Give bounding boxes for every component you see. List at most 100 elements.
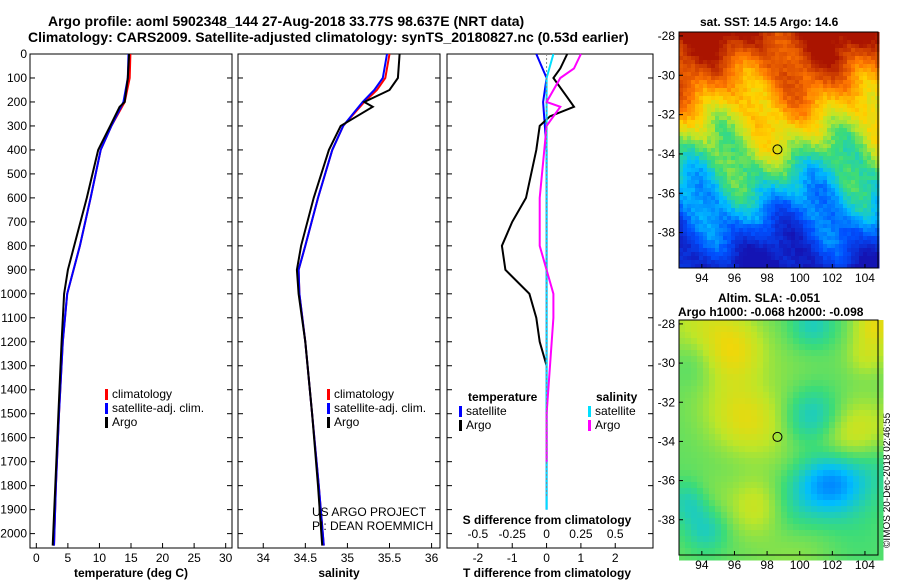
depth-tick-label: 200	[7, 95, 27, 109]
temperature-xtick-label: 10	[93, 551, 107, 565]
salinity-diff-tick-label: -0.25	[499, 527, 527, 541]
depth-tick-label: 1900	[0, 503, 27, 517]
depth-tick-label: 1600	[0, 431, 27, 445]
difference-series-t-satellite	[535, 53, 548, 510]
depth-tick-label: 300	[7, 119, 27, 133]
salinity-series-satellite-adj-clim-	[297, 53, 388, 546]
salinity-xlabel: salinity	[318, 566, 360, 580]
depth-tick-label: 1400	[0, 383, 27, 397]
sla-map-xtick-label: 94	[695, 558, 709, 572]
depth-tick-label: 1700	[0, 455, 27, 469]
depth-tick-label: 600	[7, 191, 27, 205]
difference-series-t-argo	[500, 53, 576, 366]
sst-map-xtick-label: 94	[695, 271, 709, 285]
sst-map-xtick-label: 96	[728, 271, 742, 285]
sst-map-ytick-label: -28	[658, 29, 676, 43]
sst-map-ytick-label: -38	[658, 226, 676, 240]
project-label: US ARGO PROJECT	[312, 505, 427, 519]
salinity-series-climatology	[297, 53, 391, 546]
sla-map-xtick-label: 104	[855, 558, 875, 572]
legend-swatch	[327, 389, 330, 400]
sst-map-xtick-label: 102	[822, 271, 842, 285]
sla-map-field	[679, 320, 884, 561]
sla-map-ytick-label: -28	[658, 317, 676, 331]
pi-label: PI: DEAN ROEMMICH	[312, 519, 433, 533]
sst-map-xtick-label: 98	[760, 271, 774, 285]
legend-swatch	[588, 406, 591, 417]
sst-map-ytick-label: -36	[658, 186, 676, 200]
salinity-diff-axis-label: S difference from climatology	[463, 513, 632, 527]
sla-map-ytick-label: -36	[658, 474, 676, 488]
difference-xtick-label: 0	[543, 551, 550, 565]
depth-tick-label: 500	[7, 167, 27, 181]
temperature-series-satellite-adj-clim-	[53, 53, 130, 546]
legend-swatch	[105, 389, 108, 400]
argo-float-marker	[772, 144, 783, 155]
temperature-xtick-label: 15	[124, 551, 138, 565]
sla-map-xtick-label: 96	[728, 558, 742, 572]
legend-swatch	[105, 417, 108, 428]
legend-label: climatology	[334, 387, 394, 401]
sla-map-ytick-label: -34	[658, 434, 676, 448]
sla-map-xtick-label: 100	[790, 558, 810, 572]
temperature-xtick-label: 30	[219, 551, 233, 565]
depth-tick-label: 100	[7, 71, 27, 85]
sla-map-ytick-label: -38	[658, 513, 676, 527]
sst-map-xtick-label: 100	[790, 271, 810, 285]
depth-tick-label: 1300	[0, 359, 27, 373]
difference-xtick-label: -1	[507, 551, 518, 565]
salinity-xtick-label: 35	[341, 551, 355, 565]
temperature-xtick-label: 5	[65, 551, 72, 565]
salinity-frame	[237, 53, 441, 549]
legend-label: Argo	[466, 418, 492, 432]
depth-tick-label: 0	[20, 47, 27, 61]
legend-swatch	[588, 420, 591, 431]
legend-label: satellite-adj. clim.	[334, 401, 426, 415]
salinity-diff-tick-label: 0	[543, 527, 550, 541]
legend-swatch	[105, 403, 108, 414]
legend-title-temperature: temperature	[468, 390, 538, 404]
sla-map-frame	[678, 319, 879, 556]
legend-swatch	[327, 417, 330, 428]
legend-label: Argo	[595, 418, 621, 432]
title-line-2: Climatology: CARS2009. Satellite-adjuste…	[28, 29, 629, 45]
legend-label: satellite-adj. clim.	[112, 401, 204, 415]
legend-label: climatology	[112, 387, 172, 401]
difference-series-s-argo	[538, 53, 582, 462]
legend-title-salinity: salinity	[596, 390, 638, 404]
legend-swatch	[459, 406, 462, 417]
legend-label: satellite	[466, 404, 507, 418]
sst-map-frame	[678, 31, 879, 269]
depth-tick-label: 700	[7, 215, 27, 229]
temperature-xlabel: temperature (deg C)	[74, 566, 188, 580]
temperature-frame	[29, 53, 233, 549]
difference-frame	[446, 53, 654, 549]
argo-float-marker	[772, 431, 783, 442]
sla-map-ytick-label: -32	[658, 395, 676, 409]
depth-tick-label: 900	[7, 263, 27, 277]
sst-map-ytick-label: -32	[658, 108, 676, 122]
salinity-diff-tick-label: -0.5	[468, 527, 489, 541]
legend-label: Argo	[334, 415, 360, 429]
temperature-xtick-label: 25	[187, 551, 201, 565]
depth-tick-label: 2000	[0, 527, 27, 541]
temperature-series-climatology	[53, 53, 132, 546]
sst-map-xtick-label: 104	[855, 271, 875, 285]
salinity-diff-tick-label: 0.5	[607, 527, 624, 541]
sla-map-xtick-label: 98	[760, 558, 774, 572]
difference-xtick-label: -2	[473, 551, 484, 565]
difference-xtick-label: 2	[612, 551, 619, 565]
legend-swatch	[327, 403, 330, 414]
difference-xtick-label: 1	[578, 551, 585, 565]
sla-map-ytick-label: -30	[658, 356, 676, 370]
legend-label: satellite	[595, 404, 636, 418]
salinity-xtick-label: 34	[257, 551, 271, 565]
salinity-xtick-label: 34.5	[294, 551, 318, 565]
sla-map-title: Altim. SLA: -0.051	[718, 291, 821, 305]
depth-tick-label: 1100	[1, 311, 27, 325]
difference-xlabel: T difference from climatology	[463, 566, 631, 580]
sst-map-ytick-label: -30	[658, 68, 676, 82]
depth-tick-label: 1200	[0, 335, 27, 349]
depth-tick-label: 800	[7, 239, 27, 253]
